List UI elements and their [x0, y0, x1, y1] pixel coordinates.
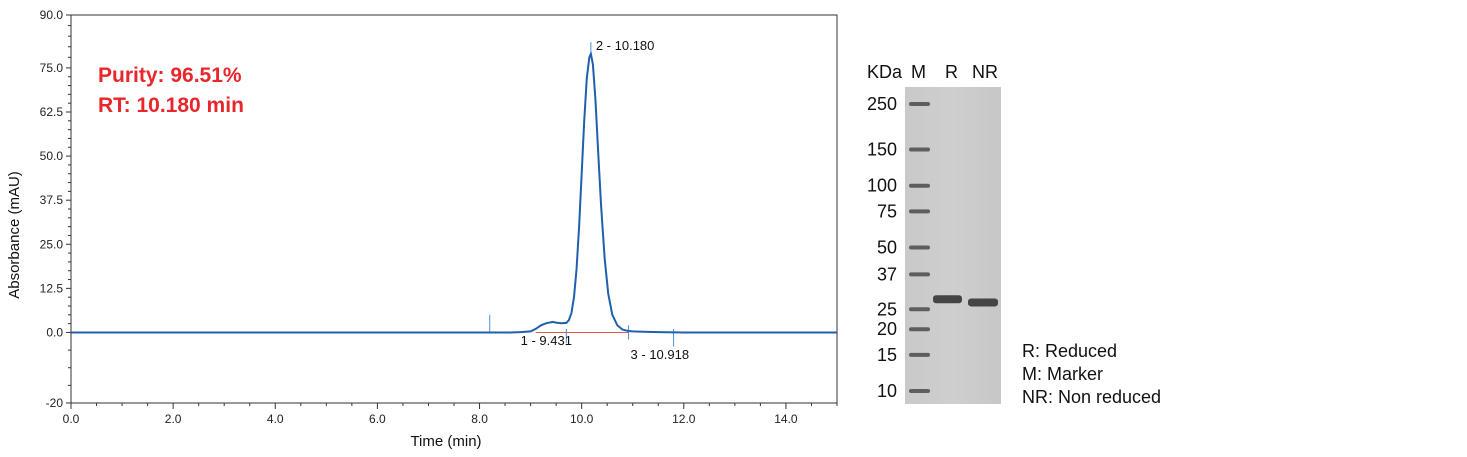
peak-label: 1 - 9.431: [521, 333, 572, 348]
chromatogram-trace: [71, 50, 837, 334]
legend-item-marker: M: Marker: [1022, 364, 1103, 384]
x-axis: 0.0 2.0 4.0 6.0 8.0 10.0 12.0 14.0: [63, 403, 838, 426]
peak-label: 2 - 10.180: [596, 38, 655, 53]
marker-mw-label: 50: [877, 238, 897, 258]
purity-annotation: Purity: 96.51%: [98, 64, 242, 87]
marker-mw-label: 250: [867, 94, 897, 114]
lane-header-m: M: [911, 62, 926, 82]
y-tick-label: 12.5: [40, 281, 64, 295]
y-tick-label: 62.5: [40, 105, 64, 119]
lane-header-nr: NR: [972, 62, 998, 82]
y-tick-label: -20: [46, 396, 64, 410]
marker-band: [909, 147, 930, 152]
y-tick-label: 50.0: [40, 149, 64, 163]
x-tick-label: 4.0: [267, 412, 284, 426]
x-tick-label: 2.0: [165, 412, 182, 426]
x-tick-label: 6.0: [369, 412, 386, 426]
marker-band: [909, 352, 930, 357]
marker-mw-label: 20: [877, 319, 897, 339]
band-non-reduced: [968, 298, 998, 307]
kda-header: KDa: [867, 62, 903, 82]
marker-band: [909, 102, 930, 106]
peak-labels: 1 - 9.431 2 - 10.180 3 - 10.918: [521, 38, 689, 362]
x-tick-label: 8.0: [471, 412, 488, 426]
x-tick-label: 14.0: [774, 412, 798, 426]
sample-bands: [933, 295, 998, 307]
marker-band: [909, 272, 930, 277]
marker-band: [909, 389, 930, 393]
legend-item-reduced: R: Reduced: [1022, 341, 1118, 361]
marker-band: [909, 209, 930, 214]
marker-band: [909, 183, 930, 188]
x-tick-label: 10.0: [570, 412, 594, 426]
peak-label: 3 - 10.918: [631, 347, 690, 362]
marker-mw-label: 15: [877, 345, 897, 365]
y-tick-label: 0.0: [46, 325, 63, 339]
rt-annotation: RT: 10.180 min: [98, 94, 244, 117]
y-tick-label: 37.5: [40, 193, 64, 207]
x-tick-label: 0.0: [63, 412, 80, 426]
y-axis-title: Absorbance (mAU): [6, 171, 23, 299]
hplc-chromatogram: -20 0.0 12.5 25.0 37.5 50.0 62.5 75.0 90.0 0.0 2.…: [6, 8, 838, 450]
gel-legend: R: Reduced M: Marker NR: Non reduced: [1022, 340, 1161, 409]
marker-band: [909, 245, 930, 250]
marker-mw-label: 25: [877, 299, 897, 319]
y-tick-label: 25.0: [40, 237, 64, 251]
marker-mw-label: 75: [877, 201, 897, 221]
marker-mw-label: 37: [877, 264, 897, 284]
marker-band: [909, 327, 930, 332]
marker-mw-label: 100: [867, 176, 897, 196]
lane-header-r: R: [945, 62, 958, 82]
marker-mw-label: 150: [867, 140, 897, 160]
y-tick-label: 90.0: [40, 8, 64, 22]
y-tick-label: 75.0: [40, 61, 64, 75]
legend-item-non-reduced: NR: Non reduced: [1022, 387, 1162, 407]
marker-mw-label: 10: [877, 381, 897, 401]
x-axis-title: Time (min): [410, 433, 481, 450]
plot-area-frame: [70, 14, 838, 404]
x-tick-label: 12.0: [672, 412, 696, 426]
marker-lane: [909, 102, 930, 393]
y-axis: -20 0.0 12.5 25.0 37.5 50.0 62.5 75.0 90.0: [40, 8, 71, 410]
band-reduced: [933, 295, 962, 304]
marker-band: [909, 307, 930, 312]
